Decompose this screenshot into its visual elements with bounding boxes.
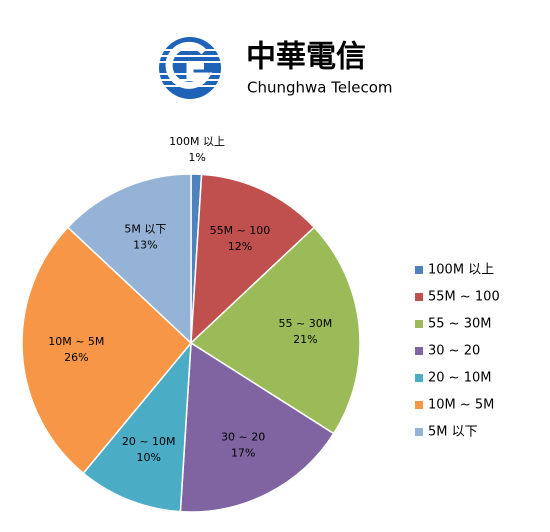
legend-label: 30 ~ 20	[428, 344, 480, 359]
legend-swatch	[415, 320, 423, 328]
slice-label: 30 ~ 20	[221, 430, 265, 443]
slice	[66, 173, 192, 345]
slice-value-label: 13%	[133, 239, 157, 252]
legend: 100M 以上 55M ~ 100 55 ~ 30M 30 ~ 20 20 ~ 10M 1…	[415, 263, 500, 440]
legend-label: 20 ~ 10M	[428, 371, 491, 386]
slice-label: 55 ~ 30M	[279, 317, 333, 330]
pie: 100M 以上 1% 55M ~ 100 12% 55 ~ 30M 21% 30 ~ 20 1…	[21, 135, 361, 513]
slice	[21, 226, 193, 475]
logo: 中華電信 Chunghwa Telecom	[158, 37, 393, 99]
slice	[189, 226, 361, 435]
slice-label: 5M 以下	[124, 223, 166, 236]
legend-swatch	[415, 266, 423, 274]
legend-swatch	[415, 401, 423, 409]
slice-label: 55M ~ 100	[210, 224, 271, 237]
slice-label: 20 ~ 10M	[122, 435, 176, 448]
legend-swatch	[415, 347, 423, 355]
slice	[179, 341, 335, 513]
slice	[190, 173, 316, 345]
slice-label: 10M ~ 5M	[48, 335, 104, 348]
legend-label: 55 ~ 30M	[428, 317, 491, 332]
slice-value-label: 17%	[231, 446, 255, 459]
legend-label: 55M ~ 100	[428, 290, 500, 305]
slice-label: 100M 以上	[169, 135, 225, 148]
slice-value-label: 10%	[136, 451, 160, 464]
slice-value-label: 1%	[188, 151, 205, 164]
slice-value-label: 12%	[228, 240, 252, 253]
slice-value-label: 21%	[293, 333, 317, 346]
legend-swatch	[415, 428, 423, 436]
legend-label: 100M 以上	[428, 263, 494, 278]
legend-swatch	[415, 293, 423, 301]
legend-label: 5M 以下	[428, 425, 478, 440]
slice	[82, 340, 192, 513]
logo-g	[165, 41, 213, 89]
legend-swatch	[415, 374, 423, 382]
legend-label: 10M ~ 5M	[428, 398, 494, 413]
logo-name: 中華電信	[246, 40, 366, 75]
slice-value-label: 26%	[64, 351, 88, 364]
logo-subtitle: Chunghwa Telecom	[247, 79, 393, 97]
